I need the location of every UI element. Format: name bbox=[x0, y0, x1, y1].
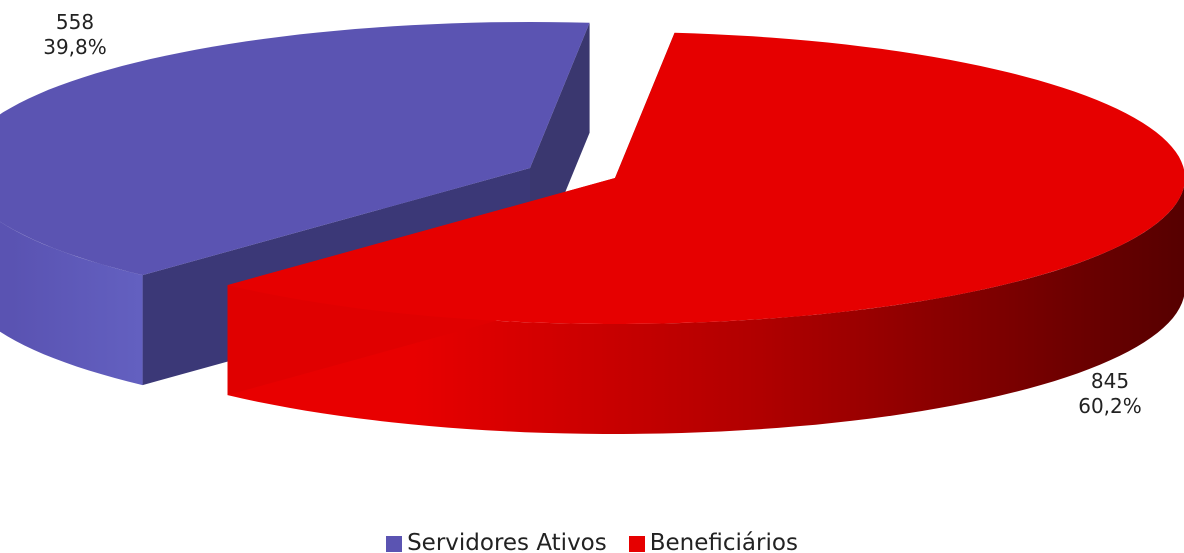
legend-label: Servidores Ativos bbox=[407, 530, 607, 553]
legend: Servidores Ativos Beneficiários bbox=[0, 528, 1184, 553]
pie-slice-beneficiarios-side bbox=[227, 186, 1184, 434]
legend-swatch bbox=[628, 536, 645, 552]
data-label-beneficiarios: 845 60,2% bbox=[1060, 369, 1160, 419]
percent-label: 60,2% bbox=[1078, 394, 1142, 418]
pie-slice-servidores-side bbox=[0, 221, 143, 386]
legend-item-beneficiarios: Beneficiários bbox=[628, 528, 798, 553]
data-label-servidores: 558 39,8% bbox=[25, 10, 125, 60]
legend-swatch bbox=[386, 536, 403, 552]
legend-label: Beneficiários bbox=[649, 530, 798, 553]
legend-item-servidores: Servidores Ativos bbox=[386, 528, 607, 553]
value-label: 845 bbox=[1090, 369, 1130, 393]
pie-slice-beneficiarios bbox=[227, 32, 1184, 324]
percent-label: 39,8% bbox=[43, 35, 107, 59]
value-label: 558 bbox=[55, 10, 95, 34]
pie-slice-servidores bbox=[0, 22, 590, 276]
